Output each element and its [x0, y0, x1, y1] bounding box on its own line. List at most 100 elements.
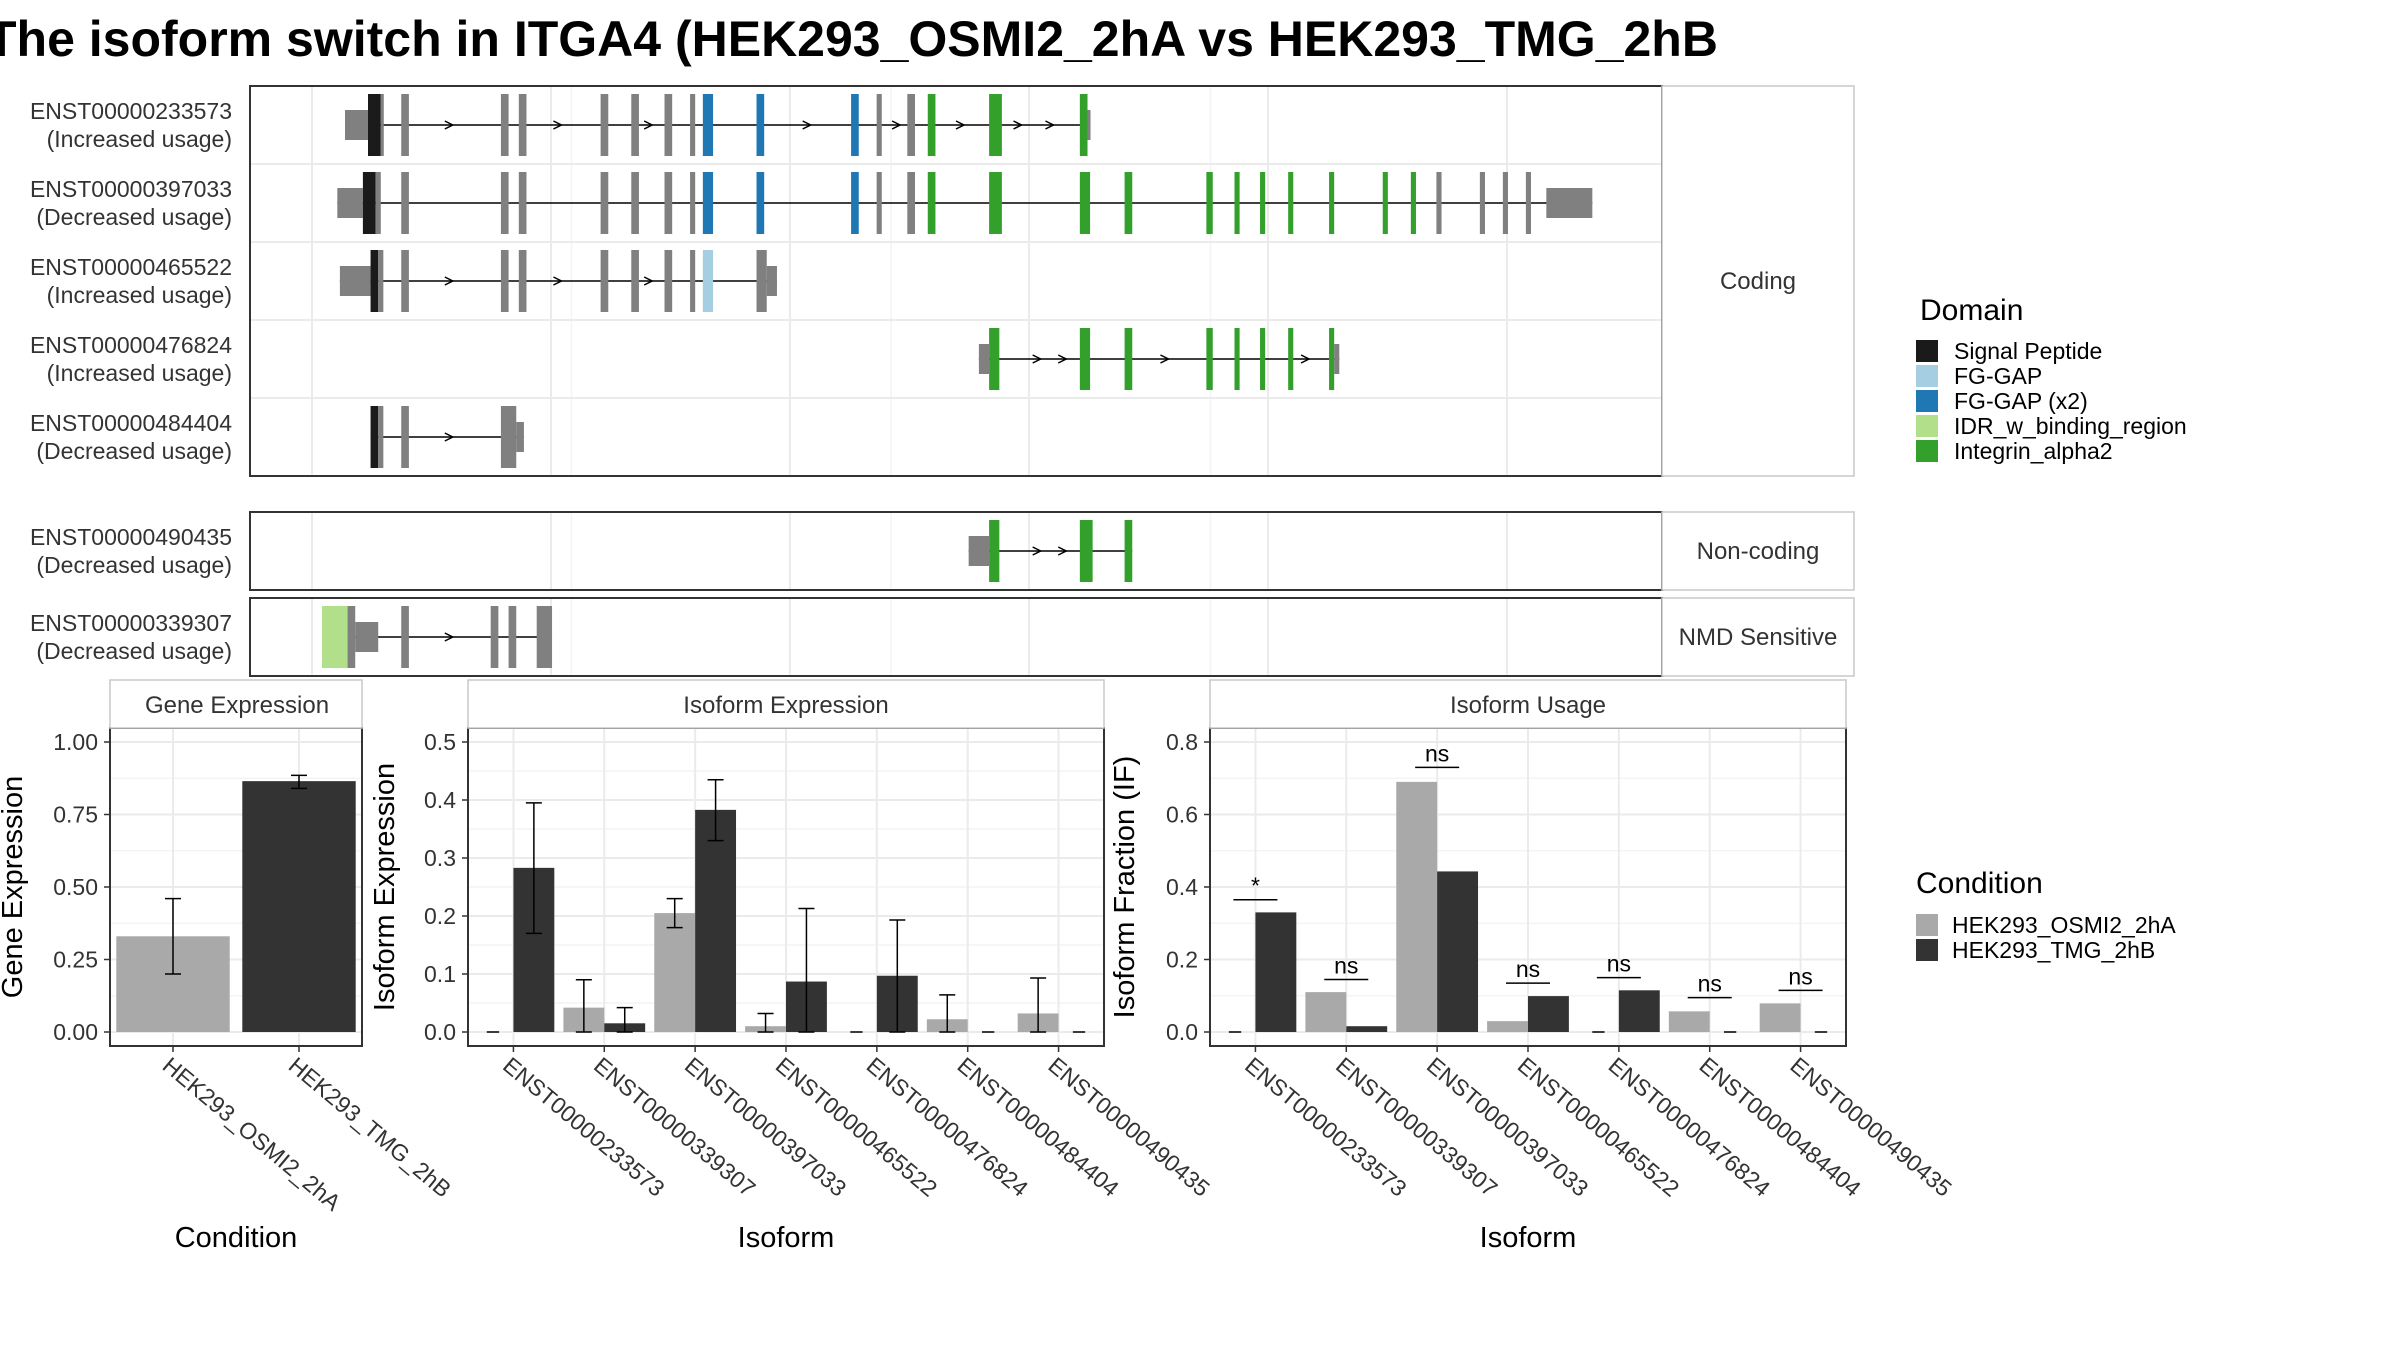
- legend-label: Integrin_alpha2: [1954, 438, 2113, 464]
- category-label: Non-coding: [1697, 538, 1820, 565]
- exon-block: [1525, 172, 1531, 234]
- legend-swatch: [1916, 440, 1938, 462]
- x-tick-label: ENST00000484404: [1695, 1052, 1867, 1202]
- y-tick-label: 0.1: [424, 961, 456, 987]
- transcript-id-label: ENST00000465522: [30, 254, 232, 280]
- x-axis-label: Condition: [175, 1222, 298, 1254]
- category-label: NMD Sensitive: [1679, 624, 1838, 651]
- strand-arrow: [1013, 120, 1024, 130]
- strand-arrow: [1057, 354, 1068, 364]
- x-tick-label: ENST00000339307: [589, 1052, 761, 1202]
- exon-block: [702, 172, 714, 234]
- strand-arrow: [955, 120, 966, 130]
- y-axis-label: Isoform Fraction (IF): [1109, 756, 1141, 1019]
- exon-block: [1479, 172, 1485, 234]
- significance-label: ns: [1607, 951, 1631, 977]
- exon-block: [500, 172, 509, 234]
- exon-block: [401, 606, 409, 668]
- x-tick-label: ENST00000476824: [862, 1052, 1034, 1202]
- exon-block: [1382, 172, 1388, 234]
- exon-block: [401, 406, 409, 468]
- exon-block: [631, 172, 639, 234]
- exon-block: [536, 606, 553, 668]
- exon-block: [766, 266, 777, 296]
- exon-block: [347, 606, 356, 668]
- exon-block: [851, 172, 859, 234]
- exon-block: [518, 250, 527, 312]
- legend-label: FG-GAP (x2): [1954, 388, 2088, 414]
- exon-block: [600, 172, 609, 234]
- panel-strip: [1209, 679, 1847, 729]
- exon-block: [690, 172, 696, 234]
- transcript-row: ENST00000465522(Increased usage): [30, 250, 777, 312]
- exon-block: [989, 520, 1000, 582]
- y-tick-label: 0.2: [1166, 947, 1198, 973]
- transcript-id-label: ENST00000397033: [30, 176, 232, 202]
- bar: [1255, 912, 1297, 1032]
- strand-arrow: [444, 276, 455, 286]
- strand-arrow: [553, 120, 564, 130]
- panel-title: Isoform Expression: [683, 692, 888, 719]
- y-tick-label: 0.0: [424, 1019, 456, 1045]
- strand-arrow: [891, 120, 902, 130]
- exon-block: [876, 172, 882, 234]
- strand-arrow: [1032, 546, 1043, 556]
- legend-label: FG-GAP: [1954, 363, 2042, 389]
- exon-block: [664, 172, 673, 234]
- exon-block: [500, 406, 517, 468]
- legend-title: Condition: [1916, 867, 2043, 900]
- figure-title: The isoform switch in ITGA4 (HEK293_OSMI…: [0, 11, 1718, 67]
- exon-block: [927, 94, 936, 156]
- transcript-usage-label: (Increased usage): [47, 360, 232, 386]
- significance-label: ns: [1516, 956, 1540, 982]
- legend-swatch: [1916, 340, 1938, 362]
- exon-block: [1079, 172, 1091, 234]
- bar: [1618, 990, 1660, 1032]
- x-tick-label: ENST00000233573: [1240, 1052, 1412, 1202]
- exon-block: [1329, 328, 1335, 390]
- y-tick-label: 0.4: [424, 787, 456, 813]
- transcript-usage-label: (Increased usage): [47, 282, 232, 308]
- strand-arrow: [802, 120, 813, 130]
- exon-block: [1260, 328, 1266, 390]
- x-tick-label: ENST00000476824: [1604, 1052, 1776, 1202]
- transcript-id-label: ENST00000490435: [30, 524, 232, 550]
- exon-block: [690, 94, 696, 156]
- transcript-usage-label: (Increased usage): [47, 126, 232, 152]
- y-tick-label: 0.25: [53, 947, 98, 973]
- exon-block: [1206, 328, 1213, 390]
- legend-swatch: [1916, 914, 1938, 936]
- transcript-row: ENST00000233573(Increased usage): [30, 94, 1091, 156]
- exon-block: [1234, 328, 1240, 390]
- exon-block: [518, 172, 527, 234]
- exon-block: [362, 172, 376, 234]
- transcript-row: ENST00000339307(Decreased usage): [30, 606, 553, 668]
- exon-block: [401, 250, 409, 312]
- bar: [1305, 992, 1347, 1032]
- exon-block: [1329, 172, 1335, 234]
- x-tick-label: ENST00000233573: [498, 1052, 670, 1202]
- category-label: Coding: [1720, 268, 1796, 295]
- exon-block: [756, 250, 767, 312]
- panel-title: Gene Expression: [145, 692, 329, 719]
- exon-block: [500, 94, 509, 156]
- exon-block: [907, 172, 915, 234]
- x-tick-label: ENST00000397033: [680, 1052, 852, 1202]
- bar-panel-2: 0.0 0.2 0.4 0.6 0.8 ENST00000233573ENST000003…: [1109, 679, 1957, 1254]
- exon-block: [989, 328, 1000, 390]
- legend-swatch: [1916, 365, 1938, 387]
- exon-block: [1288, 172, 1294, 234]
- transcript-row: ENST00000484404(Decreased usage): [30, 406, 524, 468]
- exon-block: [690, 250, 696, 312]
- x-tick-label: ENST00000465522: [1513, 1052, 1685, 1202]
- exon-block: [345, 110, 369, 140]
- transcript-usage-label: (Decreased usage): [36, 552, 232, 578]
- strand-arrow: [553, 276, 564, 286]
- exon-block: [1079, 94, 1088, 156]
- exon-block: [664, 94, 673, 156]
- transcript-id-label: ENST00000233573: [30, 98, 232, 124]
- exon-block: [631, 94, 639, 156]
- bar: [1528, 996, 1569, 1032]
